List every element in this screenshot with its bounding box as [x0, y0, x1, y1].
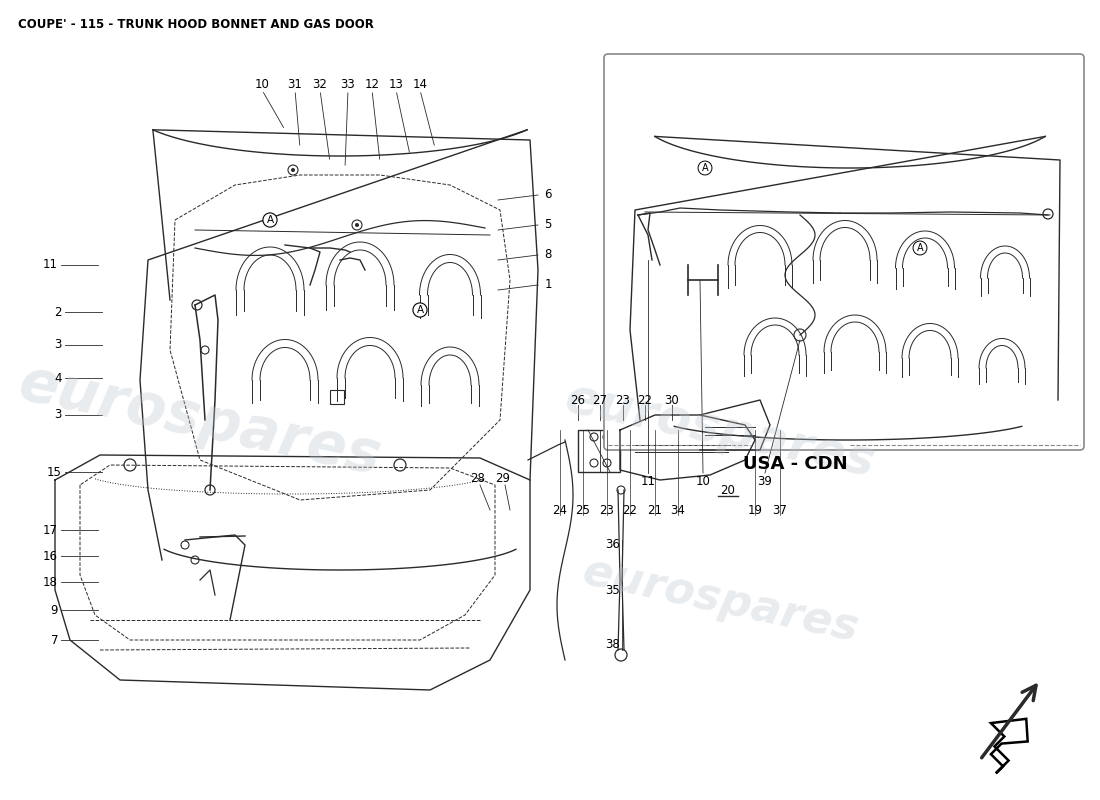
Text: 22: 22 — [638, 394, 652, 406]
Text: 33: 33 — [341, 78, 355, 91]
Text: 24: 24 — [552, 503, 568, 517]
Text: 20: 20 — [720, 483, 736, 497]
Text: 23: 23 — [616, 394, 630, 406]
Text: 16: 16 — [43, 550, 58, 562]
Bar — [578, 430, 620, 472]
Text: 8: 8 — [544, 249, 552, 262]
Text: 6: 6 — [544, 189, 552, 202]
Text: A: A — [916, 243, 923, 253]
Text: 5: 5 — [544, 218, 552, 231]
Text: 3: 3 — [55, 409, 62, 422]
Text: 9: 9 — [51, 603, 58, 617]
Text: 26: 26 — [571, 394, 585, 406]
Text: 2: 2 — [55, 306, 62, 318]
Text: 10: 10 — [254, 78, 270, 91]
Text: 38: 38 — [605, 638, 620, 651]
Text: 18: 18 — [43, 575, 58, 589]
Bar — [330, 390, 344, 404]
Text: 3: 3 — [55, 338, 62, 351]
Text: A: A — [417, 305, 424, 315]
Text: 13: 13 — [388, 78, 404, 91]
Text: 22: 22 — [623, 503, 638, 517]
Circle shape — [355, 223, 359, 227]
Text: COUPE' - 115 - TRUNK HOOD BONNET AND GAS DOOR: COUPE' - 115 - TRUNK HOOD BONNET AND GAS… — [18, 18, 374, 31]
Text: 1: 1 — [544, 278, 552, 291]
Text: 19: 19 — [748, 503, 762, 517]
Text: 39: 39 — [758, 475, 772, 488]
Text: 34: 34 — [671, 503, 685, 517]
Text: eurospares: eurospares — [561, 374, 880, 486]
FancyBboxPatch shape — [604, 54, 1084, 450]
Text: A: A — [702, 163, 708, 173]
Text: 21: 21 — [648, 503, 662, 517]
Text: 28: 28 — [471, 471, 485, 485]
Polygon shape — [991, 719, 1027, 774]
Text: 29: 29 — [495, 471, 510, 485]
Text: USA - CDN: USA - CDN — [742, 455, 847, 473]
Text: 12: 12 — [364, 78, 380, 91]
Text: 32: 32 — [312, 78, 328, 91]
Text: 11: 11 — [640, 475, 656, 488]
Text: 35: 35 — [605, 583, 620, 597]
Text: eurospares: eurospares — [578, 550, 862, 650]
Text: 10: 10 — [695, 475, 711, 488]
Text: 7: 7 — [51, 634, 58, 646]
Circle shape — [292, 168, 295, 172]
Text: 25: 25 — [575, 503, 591, 517]
Text: 37: 37 — [772, 503, 788, 517]
Text: 30: 30 — [664, 394, 680, 406]
Text: 14: 14 — [412, 78, 428, 91]
Text: 11: 11 — [43, 258, 58, 271]
Text: 31: 31 — [287, 78, 303, 91]
Text: 27: 27 — [593, 394, 607, 406]
Text: 15: 15 — [47, 466, 62, 478]
Text: eurospares: eurospares — [13, 354, 386, 486]
Text: 23: 23 — [600, 503, 615, 517]
Text: A: A — [266, 215, 274, 225]
Text: 17: 17 — [43, 523, 58, 537]
Text: 36: 36 — [605, 538, 620, 551]
Text: 4: 4 — [55, 371, 62, 385]
